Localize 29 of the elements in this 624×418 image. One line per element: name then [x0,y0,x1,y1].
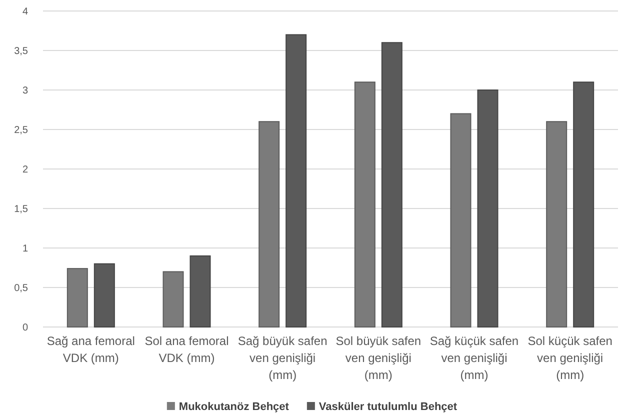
bar [546,121,568,328]
y-tick-label: 0 [22,322,28,334]
bar [450,113,472,328]
y-tick-label: 4 [22,6,28,18]
x-tick-label: Sol küçük safen ven genişliği (mm) [528,334,612,382]
bar [573,82,594,328]
bar [190,255,211,328]
bar [354,82,376,328]
y-tick-label: 0,5 [14,283,28,294]
bar [66,268,88,328]
x-tick-label: Sağ küçük safen ven genişliği (mm) [430,334,519,382]
y-tick-label: 3 [22,86,28,96]
x-tick-label: Sol ana femoral VDK (mm) [144,334,229,365]
y-tick-label: 3,5 [14,46,28,57]
y-tick-label: 1,5 [14,204,28,215]
x-tick-label: Sağ ana femoral VDK (mm) [46,334,135,365]
bar [258,121,280,328]
bar [162,271,184,328]
bar [477,90,498,328]
bar [286,34,307,328]
x-tick-label: Sağ büyük safen ven genişliği (mm) [238,334,328,382]
bar [381,42,402,328]
legend-label: Vasküler tutulumlu Behçet [318,400,458,413]
bar [94,263,115,328]
x-tick-label: Sol büyük safen ven genişliği (mm) [336,334,422,382]
y-tick-label: 2,5 [14,125,28,136]
legend-label: Mukokutanöz Behçet [178,400,290,413]
y-tick-label: 2 [22,164,28,176]
y-tick-label: 1 [22,244,28,254]
